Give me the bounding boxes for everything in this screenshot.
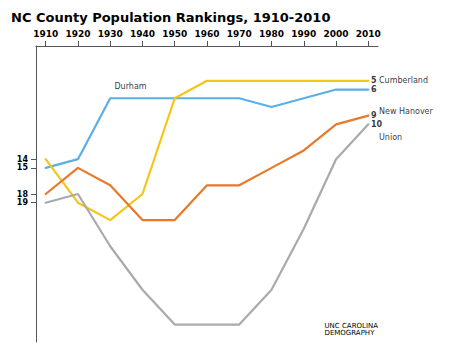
svg-text:DEMOGRAPHY: DEMOGRAPHY	[324, 329, 375, 337]
svg-text:1980: 1980	[259, 29, 284, 39]
svg-text:6: 6	[371, 85, 377, 94]
svg-text:Cumberland: Cumberland	[379, 76, 428, 85]
svg-text:1970: 1970	[227, 29, 252, 39]
svg-text:9: 9	[371, 111, 377, 120]
svg-text:1930: 1930	[98, 29, 123, 39]
svg-text:15: 15	[17, 163, 29, 172]
svg-text:18: 18	[17, 190, 29, 199]
svg-text:2010: 2010	[356, 29, 381, 39]
svg-text:New Hanover: New Hanover	[379, 107, 434, 116]
svg-text:1960: 1960	[194, 29, 219, 39]
svg-text:19: 19	[17, 198, 29, 207]
svg-text:1910: 1910	[33, 29, 58, 39]
svg-text:Union: Union	[379, 133, 402, 142]
svg-text:1920: 1920	[65, 29, 90, 39]
svg-text:UNC CAROLINA: UNC CAROLINA	[324, 321, 378, 330]
svg-text:2000: 2000	[324, 29, 349, 39]
svg-text:1990: 1990	[291, 29, 316, 39]
svg-text:1950: 1950	[162, 29, 187, 39]
svg-text:1940: 1940	[130, 29, 155, 39]
svg-text:10: 10	[371, 120, 383, 129]
svg-text:5: 5	[371, 76, 377, 85]
svg-text:14: 14	[17, 155, 29, 164]
svg-text:NC County Population Rankings,: NC County Population Rankings, 1910-2010	[11, 10, 330, 25]
svg-text:Durham: Durham	[114, 82, 146, 91]
